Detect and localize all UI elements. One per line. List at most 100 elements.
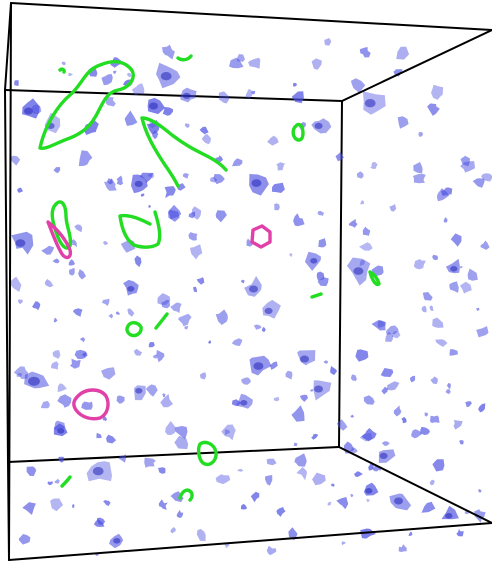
green-contour-short-dash-right xyxy=(310,292,323,299)
isosurface-blob xyxy=(413,259,426,270)
isosurface-blob xyxy=(108,313,113,319)
isosurface-blob xyxy=(177,313,192,327)
isosurface-blob xyxy=(265,475,273,486)
isosurface-blob xyxy=(472,178,485,188)
isosurface-blob xyxy=(134,348,143,356)
isosurface-blob xyxy=(350,414,354,418)
isosurface-blob xyxy=(51,361,59,370)
isosurface-blob xyxy=(467,268,478,281)
isosurface-blob xyxy=(348,219,358,228)
isosurface-blob xyxy=(317,277,329,287)
isosurface-blob xyxy=(288,527,298,541)
isosurface-blob xyxy=(96,432,102,439)
isosurface-blob xyxy=(396,46,410,60)
isosurface-blob xyxy=(80,337,86,343)
isosurface-blob xyxy=(350,78,366,93)
isosurface-blob xyxy=(285,370,293,380)
isosurface-blob xyxy=(199,126,209,135)
isosurface-blob xyxy=(386,325,399,335)
isosurface-blob xyxy=(78,150,93,167)
isosurface-blob xyxy=(78,269,86,280)
isosurface-blob-shading xyxy=(379,452,388,459)
isosurface-blob xyxy=(41,401,50,409)
isosurface-blob xyxy=(355,349,369,362)
isosurface-blob-shading xyxy=(160,72,172,81)
isosurface-blob xyxy=(229,57,244,69)
isosurface-blob xyxy=(296,467,307,481)
isosurface-blob xyxy=(82,351,88,358)
isosurface-blob xyxy=(420,426,430,435)
isosurface-blob xyxy=(443,217,448,223)
isosurface-blob xyxy=(215,210,227,223)
isosurface-blob xyxy=(480,240,490,250)
isosurface-blob-shading xyxy=(264,307,273,314)
isosurface-blob xyxy=(291,91,304,104)
back-edge-bottom xyxy=(7,446,340,463)
isosurface-blob xyxy=(52,258,60,264)
isosurface-blob xyxy=(432,254,439,261)
isosurface-blob xyxy=(105,97,116,107)
isosurface-blob xyxy=(127,308,135,317)
contour-curves xyxy=(38,54,381,502)
isosurface-blob-shading xyxy=(24,107,33,115)
isosurface-blob xyxy=(167,209,180,222)
isosurface-blob xyxy=(240,504,248,510)
isosurface-blob xyxy=(456,529,464,537)
isosurface-blob xyxy=(139,172,154,183)
isosurface-blob xyxy=(104,178,117,191)
isosurface-blob xyxy=(427,103,440,116)
isosurface-blob xyxy=(294,453,307,467)
isosurface-blob-shading xyxy=(135,388,143,394)
isosurface-blob xyxy=(476,307,480,311)
isosurface-blob xyxy=(478,403,486,413)
connector-bottom-right xyxy=(338,446,492,524)
isosurface-blob xyxy=(72,504,75,508)
isosurface-blob xyxy=(446,383,451,389)
isosurface-blob xyxy=(385,331,393,342)
isosurface-blob-shading xyxy=(314,122,323,129)
isosurface-blob xyxy=(17,299,23,305)
isosurface-blob xyxy=(190,244,203,260)
isosurface-blob xyxy=(350,493,354,498)
isosurface-blob xyxy=(101,298,110,306)
isosurface-blob xyxy=(106,434,117,444)
isosurface-blob xyxy=(246,238,254,247)
isosurface-blob xyxy=(253,324,262,330)
isosurface-blob xyxy=(422,292,433,301)
isosurface-blob-shading xyxy=(251,179,262,187)
isosurface-blob xyxy=(381,441,390,446)
isosurface-blob xyxy=(215,474,231,485)
isosurface-blob xyxy=(421,305,427,313)
isosurface-blob xyxy=(421,501,436,513)
isosurface-blob xyxy=(311,58,322,70)
isosurface-blob xyxy=(164,186,176,199)
isosurface-blob xyxy=(131,83,145,96)
isosurface-blob xyxy=(116,395,125,404)
isosurface-blob-shading xyxy=(92,467,104,476)
green-contour-small-top xyxy=(176,54,193,62)
isosurface-blob xyxy=(152,354,158,359)
isosurface-blob xyxy=(8,276,22,292)
isosurface-blob xyxy=(18,534,31,545)
isosurface-blob xyxy=(435,339,448,347)
isosurface-blob xyxy=(54,478,60,484)
isosurface-blob xyxy=(293,442,298,447)
isosurface-blob xyxy=(71,239,77,248)
isosurface-blob-shading xyxy=(127,286,135,292)
isosurface-blob xyxy=(459,281,472,294)
isosurface-blob xyxy=(269,361,278,370)
isosurface-blob xyxy=(413,162,423,174)
green-contour-hook-bottom xyxy=(178,488,194,502)
isosurface-blob xyxy=(318,238,327,248)
isosurface-blob xyxy=(103,240,109,246)
isosurface-blob xyxy=(160,393,173,408)
isosurface-blob xyxy=(93,519,105,527)
isosurface-blob xyxy=(74,349,86,360)
isosurface-blob xyxy=(291,405,305,422)
isosurface-blob xyxy=(61,61,66,66)
isosurface-blob xyxy=(459,266,463,269)
isosurface-blob xyxy=(377,320,386,328)
isosurface-blob xyxy=(450,233,462,247)
isosurface-blob xyxy=(196,528,206,542)
isosurface-blob xyxy=(70,358,81,369)
